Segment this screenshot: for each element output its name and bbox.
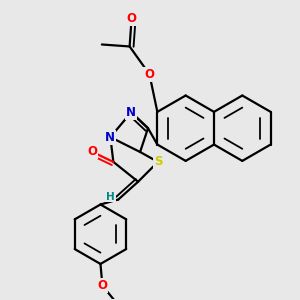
Text: O: O bbox=[127, 12, 136, 25]
Text: N: N bbox=[126, 106, 136, 119]
Text: N: N bbox=[105, 130, 116, 144]
Text: H: H bbox=[106, 192, 115, 202]
Text: O: O bbox=[88, 146, 98, 158]
Text: O: O bbox=[98, 279, 107, 292]
Text: S: S bbox=[154, 155, 162, 168]
Text: O: O bbox=[144, 68, 154, 81]
